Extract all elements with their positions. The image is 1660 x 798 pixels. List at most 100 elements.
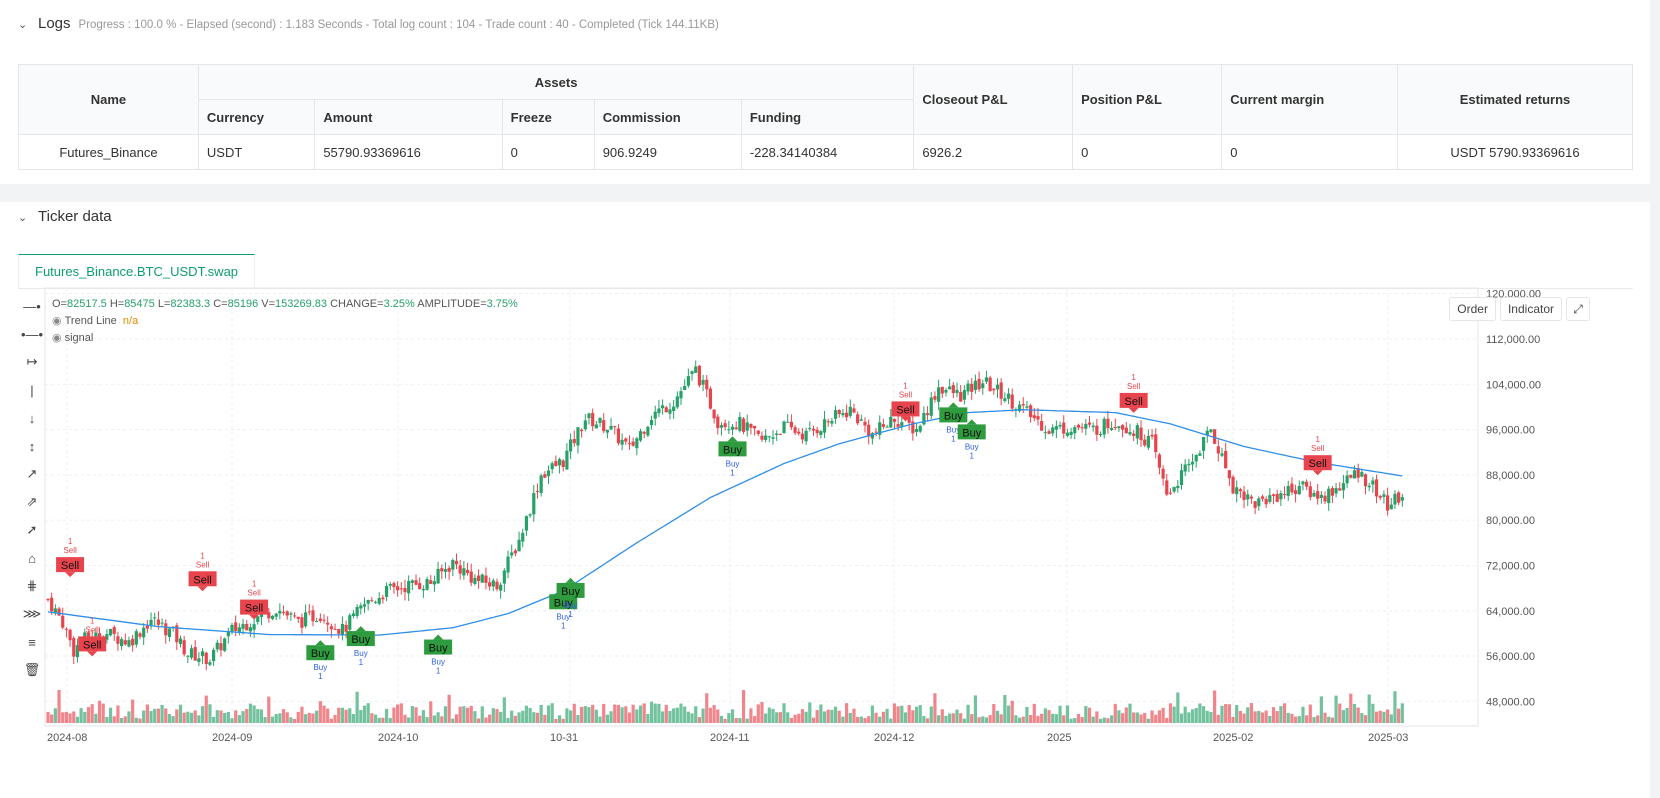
horizontal-segment-icon[interactable]: ↦ — [26, 354, 38, 369]
volume-bar — [1150, 710, 1154, 723]
candle-body — [443, 569, 448, 572]
ray-line-icon[interactable]: ⇗ — [26, 494, 38, 509]
candle-body — [546, 470, 551, 477]
volume-bar — [1264, 710, 1268, 723]
candle-body — [495, 581, 499, 590]
candle-body — [753, 425, 757, 429]
volume-bar — [922, 716, 926, 723]
candle-body — [653, 411, 657, 419]
candle-body — [488, 582, 492, 587]
volume-bar — [200, 706, 205, 723]
vertical-line-icon[interactable]: | — [30, 382, 34, 398]
volume-bar — [1003, 694, 1007, 723]
volume-bar — [870, 705, 874, 723]
chevron-down-icon[interactable]: ⌄ — [18, 212, 28, 224]
cell-name: Futures_Binance — [18, 134, 199, 170]
candle-body — [907, 417, 911, 423]
candle-body — [462, 568, 466, 576]
text-lines-icon[interactable]: ≡ — [28, 634, 36, 650]
y-tick-label: 88,000.00 — [1486, 470, 1535, 482]
price-chart[interactable]: 120,000.00112,000.00104,000.0096,000.008… — [0, 202, 1650, 798]
indicator-button[interactable]: Indicator — [1499, 297, 1562, 321]
eye-icon[interactable]: ◉ — [52, 315, 62, 327]
horizontal-line-icon[interactable]: •—• — [20, 326, 44, 342]
trash-icon[interactable]: 🗑 — [23, 662, 41, 677]
tab-btc-usdt-swap[interactable]: Futures_Binance.BTC_USDT.swap — [18, 254, 256, 288]
volume-bar — [918, 705, 922, 723]
volume-bar — [778, 712, 782, 723]
candle-body — [215, 642, 219, 650]
candle-body — [1400, 497, 1404, 501]
volume-bar — [1216, 714, 1220, 723]
candle-body — [396, 586, 400, 591]
candle-body — [407, 581, 411, 594]
signal-legend[interactable]: ◉ signal — [52, 330, 518, 347]
candle-body — [1279, 493, 1283, 500]
candle-body — [318, 618, 322, 621]
trend-line-icon[interactable]: ↗ — [26, 466, 38, 481]
volume-bar — [499, 711, 503, 723]
volume-bar — [896, 706, 900, 723]
chevron-down-icon[interactable]: ⌄ — [18, 19, 28, 31]
sell-sub-label: Sell — [1127, 382, 1141, 391]
candle-body — [340, 623, 345, 635]
volume-bar — [1172, 706, 1176, 723]
trend-line-legend[interactable]: ◉ Trend Line n/a — [52, 313, 518, 330]
ohlc-readout: O=82517.5 H=85475 L=82383.3 C=85196 V=15… — [52, 296, 518, 313]
volume-bar — [1286, 712, 1290, 723]
candle-body — [381, 597, 385, 600]
candle-body — [1102, 418, 1106, 435]
volume-bar — [178, 704, 183, 723]
volume-bar — [1176, 692, 1180, 723]
candle-body — [473, 577, 477, 584]
volume-bar — [1341, 710, 1346, 723]
candle-body — [370, 600, 374, 602]
buy-count-label: 1 — [318, 672, 323, 681]
expand-icon[interactable]: ⤢ — [1566, 297, 1590, 321]
volume-bar — [572, 703, 576, 723]
volume-bar — [609, 711, 613, 723]
candle-body — [230, 624, 234, 633]
candle-body — [399, 588, 403, 590]
horizontal-ray-icon[interactable]: —• — [23, 298, 41, 314]
x-tick-label: 2024-11 — [710, 732, 750, 744]
y-tick-label: 56,000.00 — [1486, 651, 1535, 663]
volume-bar — [458, 706, 462, 723]
order-button[interactable]: Order — [1449, 297, 1496, 321]
eye-icon[interactable]: ◉ — [52, 332, 62, 344]
candle-body — [830, 421, 834, 424]
candle-body — [200, 651, 205, 657]
sell-count-label: 1 — [68, 537, 73, 546]
parallel-channel-icon[interactable]: ⋕ — [26, 578, 38, 593]
volume-bar — [79, 708, 83, 723]
volume-bar — [907, 705, 911, 723]
volume-bar — [1036, 715, 1040, 723]
volume-bar — [510, 710, 514, 723]
volume-bar — [138, 718, 142, 723]
candle-body — [108, 628, 113, 636]
candle-body — [469, 571, 473, 583]
candle-body — [1305, 481, 1309, 487]
vertical-ray-icon[interactable]: ↓ — [28, 410, 36, 426]
volume-bar — [771, 708, 775, 723]
price-label-icon[interactable]: ⌂ — [28, 550, 36, 566]
vertical-segment-icon[interactable]: ↕ — [28, 438, 36, 454]
candle-body — [46, 599, 50, 601]
volume-bar — [1297, 716, 1301, 723]
candle-body — [973, 380, 978, 390]
candle-body — [970, 383, 974, 392]
ticker-panel: ⌄ Ticker data Futures_Binance.BTC_USDT.s… — [0, 202, 1650, 798]
logs-header[interactable]: ⌄ Logs Progress : 100.0 % - Elapsed (sec… — [18, 15, 719, 32]
volume-bar — [502, 697, 506, 723]
volume-bar — [517, 712, 521, 723]
volume-bar — [708, 707, 713, 723]
arrow-line-icon[interactable]: ➚ — [26, 522, 38, 537]
ticker-header[interactable]: ⌄ Ticker data — [18, 208, 112, 225]
buy-label: Buy — [554, 597, 573, 609]
sell-marker-arrow — [65, 572, 76, 578]
fib-lines-icon[interactable]: ⋙ — [22, 606, 42, 621]
volume-bar — [635, 709, 639, 723]
cell-returns: USDT 5790.93369616 — [1396, 134, 1634, 170]
candle-body — [900, 422, 904, 427]
candle-body — [524, 516, 529, 531]
